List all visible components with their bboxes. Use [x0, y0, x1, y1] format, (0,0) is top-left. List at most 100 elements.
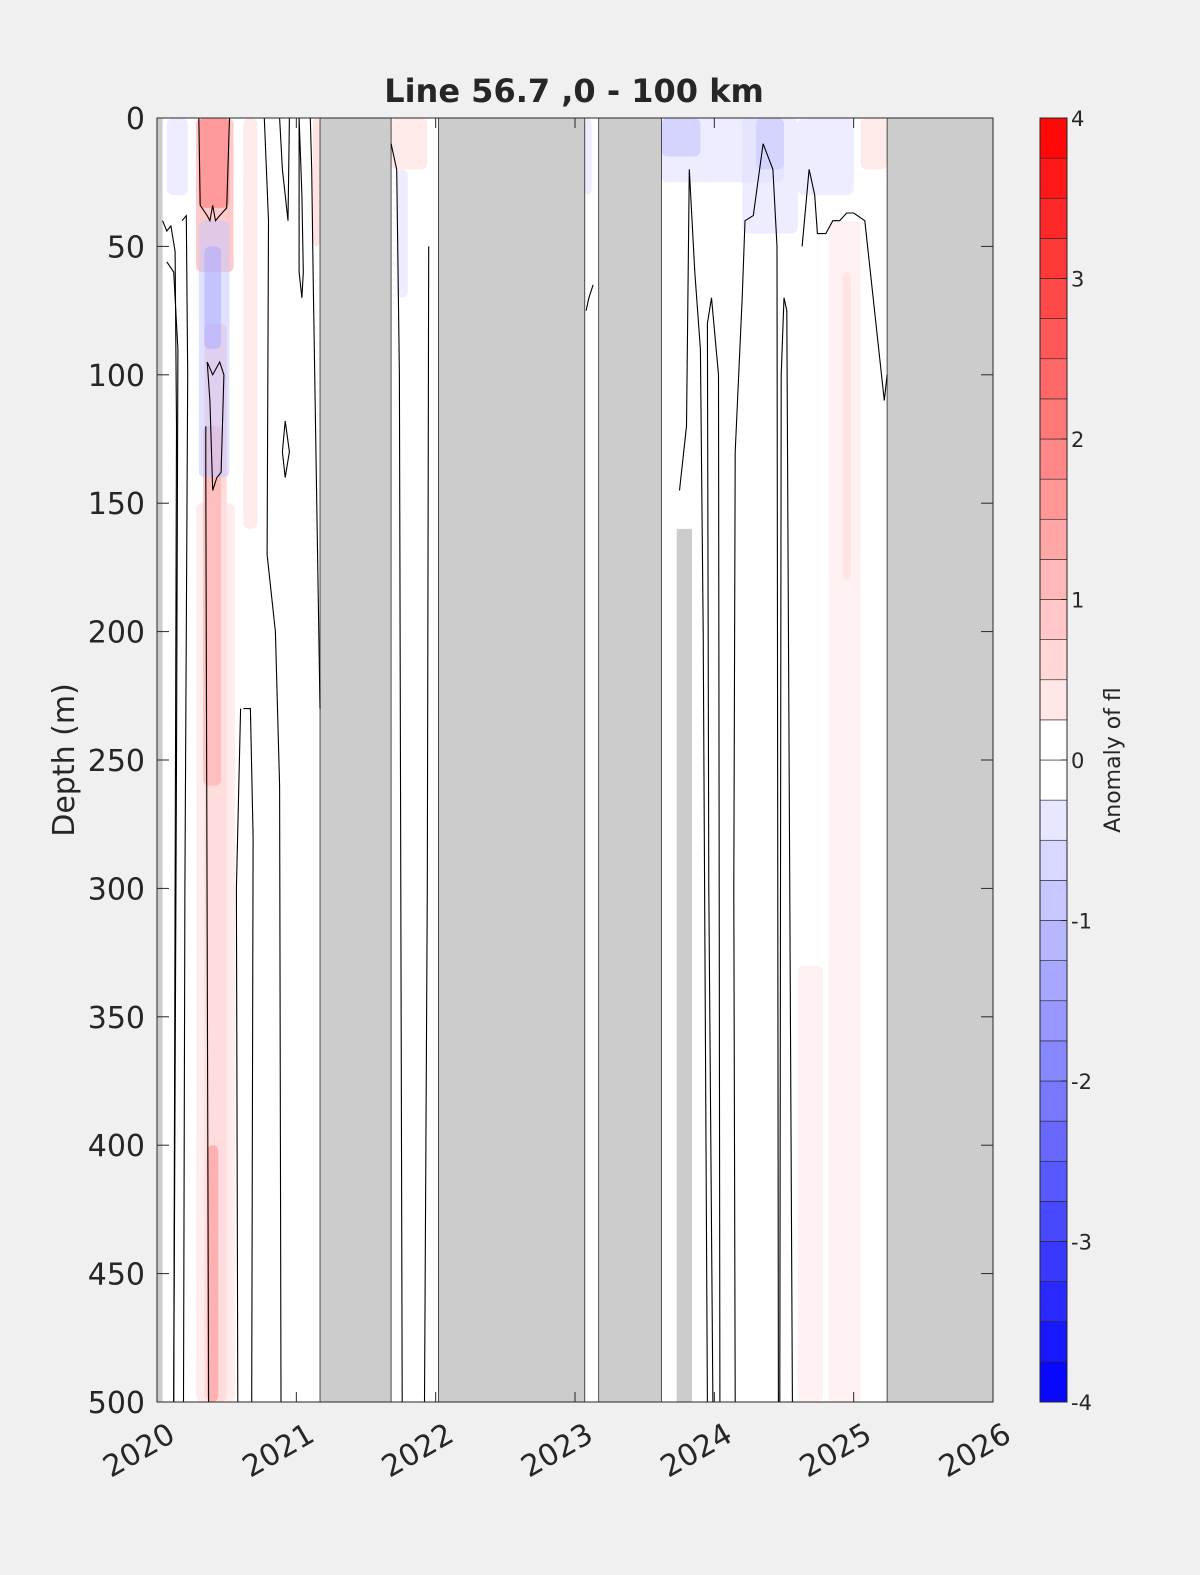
anomaly-patch: [166, 118, 188, 196]
colorbar-swatch: [1039, 1281, 1068, 1323]
anomaly-patch: [584, 118, 592, 196]
no-data-regions: [157, 117, 994, 1403]
colorbar-swatch: [1039, 679, 1068, 721]
x-tick-label: 2023: [515, 1417, 599, 1485]
contour-line: [678, 169, 708, 1403]
contour-line: [733, 143, 779, 1403]
contour-line: [205, 426, 210, 1403]
contour-line: [390, 143, 403, 1403]
colorbar-swatch: [1039, 1361, 1068, 1403]
anomaly-patch: [204, 246, 222, 350]
colorbar: 4 3 2 1 0 -1 -2 -3 -4 Anomaly of fl: [1039, 107, 1126, 1415]
contour-line: [263, 117, 282, 1403]
contour-line: [298, 117, 304, 298]
y-tick-label: 100: [88, 359, 145, 394]
colorbar-swatch: [1039, 518, 1068, 560]
anomaly-patch: [756, 118, 784, 170]
colorbar-swatch: [1039, 920, 1068, 961]
colorbar-tick-label: -3: [1071, 1231, 1092, 1255]
x-tick-label: 2022: [376, 1417, 460, 1485]
colorbar-swatch: [1039, 799, 1068, 841]
anomaly-field: [166, 118, 888, 1403]
contour-line: [423, 246, 430, 1403]
colorbar-label: Anomaly of fl: [1101, 687, 1126, 833]
contour-line: [279, 117, 290, 221]
anomaly-patch: [661, 118, 701, 157]
x-tick-label: 2024: [655, 1417, 739, 1485]
anomaly-patch: [396, 169, 408, 298]
y-tick-label: 400: [88, 1129, 145, 1164]
contour-line: [206, 360, 225, 491]
anomaly-patch: [828, 220, 861, 1403]
colorbar-swatch: [1039, 1120, 1068, 1162]
y-tick-label: 50: [107, 230, 145, 265]
anomaly-patch: [243, 118, 258, 529]
contour-line: [235, 708, 242, 1403]
colorbar-swatch: [1039, 960, 1068, 1002]
zero-contours: [162, 117, 888, 1403]
colorbar-swatch: [1039, 318, 1068, 360]
contour-line: [198, 117, 231, 223]
contour-line: [181, 214, 189, 1403]
no-data-region: [598, 117, 662, 1403]
y-tick-label: 350: [88, 1001, 145, 1036]
x-tick-label: 2026: [933, 1417, 1017, 1485]
colorbar-swatch: [1039, 639, 1068, 681]
colorbar-tick-label: 2: [1071, 428, 1084, 452]
y-axis-tick-labels: 0 50 100 150 200 250 300 350 400 450 500: [88, 102, 145, 1421]
colorbar-swatch: [1039, 599, 1068, 640]
colorbar-tick-label: 0: [1071, 749, 1084, 773]
y-tick-label: 250: [88, 744, 145, 779]
anomaly-patch: [797, 965, 824, 1402]
contour-line: [309, 117, 321, 709]
colorbar-tick-label: -2: [1071, 1070, 1092, 1094]
no-data-region: [438, 117, 586, 1403]
y-tick-label: 500: [88, 1386, 145, 1421]
anomaly-patch: [860, 118, 888, 170]
colorbar-swatch: [1039, 1241, 1068, 1282]
contour-line: [779, 297, 793, 1403]
contour-line: [243, 708, 254, 1403]
colorbar-swatch: [1039, 358, 1068, 400]
anomaly-patch: [207, 1145, 219, 1402]
colorbar-swatch: [1039, 1080, 1068, 1122]
y-tick-label: 150: [88, 487, 145, 522]
colorbar-swatch: [1039, 1321, 1068, 1363]
y-tick-label: 450: [88, 1258, 145, 1293]
x-tick-label: 2025: [794, 1417, 878, 1485]
contour-line: [801, 169, 888, 401]
colorbar-swatch: [1039, 1000, 1068, 1042]
colorbar-swatch: [1039, 839, 1068, 881]
colorbar-tick-label: -4: [1071, 1391, 1092, 1415]
y-tick-label: 300: [88, 872, 145, 907]
colorbar-swatch: [1039, 559, 1068, 600]
colorbar-tick-label: 4: [1071, 107, 1084, 131]
colorbar-swatches: [1039, 117, 1068, 1403]
anomaly-patch: [797, 118, 854, 196]
colorbar-swatch: [1039, 117, 1068, 159]
contour-line: [162, 220, 178, 1403]
colorbar-tick-label: 3: [1071, 268, 1084, 292]
colorbar-swatch: [1039, 880, 1068, 921]
colorbar-swatch: [1039, 1160, 1068, 1202]
x-tick-label: 2020: [97, 1417, 181, 1485]
colorbar-swatch: [1039, 278, 1068, 319]
anomaly-patch: [202, 426, 222, 786]
anomaly-patch: [842, 272, 851, 581]
colorbar-swatch: [1039, 197, 1068, 239]
contour-line: [281, 420, 290, 478]
colorbar-swatch: [1039, 478, 1068, 520]
colorbar-swatch: [1039, 1201, 1068, 1242]
anomaly-patch: [391, 118, 428, 170]
contour-line: [166, 261, 179, 1403]
plot-frame: [156, 117, 994, 1403]
contour-line: [706, 297, 721, 1403]
colorbar-tick-label: 1: [1071, 589, 1084, 613]
colorbar-swatch: [1039, 438, 1068, 480]
y-tick-label: 200: [88, 616, 145, 651]
colorbar-tick-label: -1: [1071, 910, 1092, 934]
colorbar-swatch: [1039, 238, 1068, 279]
no-data-region: [676, 528, 693, 1402]
y-tick-label: 0: [126, 102, 145, 137]
